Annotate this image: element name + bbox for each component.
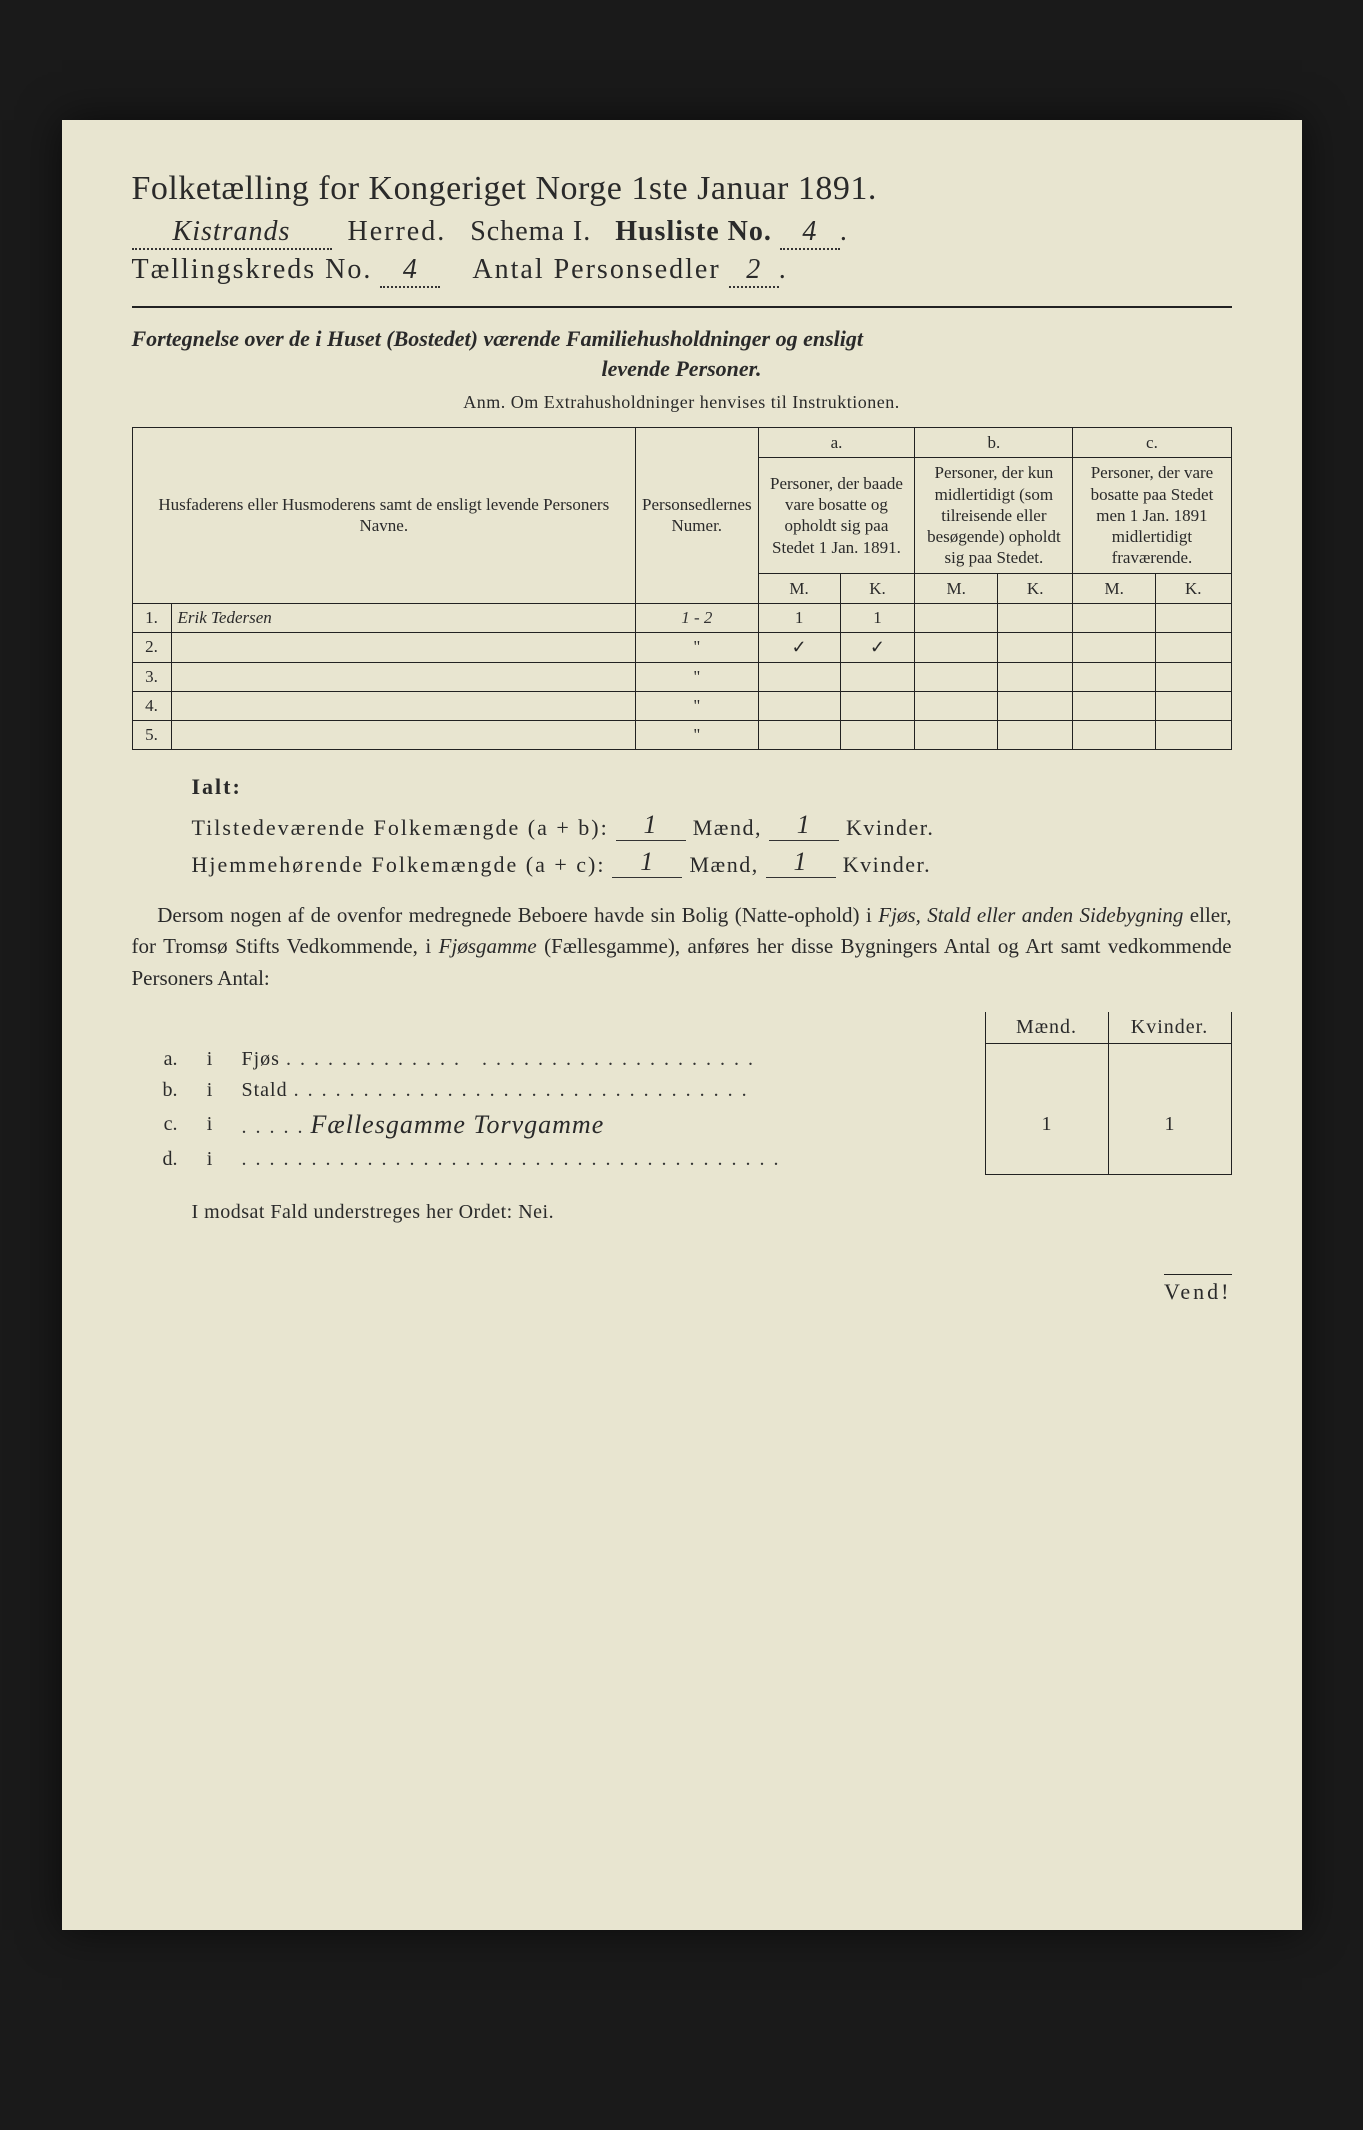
col-c-k: K.	[1156, 573, 1231, 603]
kreds-label: Tællingskreds No.	[132, 254, 373, 285]
sec-kvinder-header: Kvinder.	[1108, 1012, 1231, 1044]
header-block: Folketælling for Kongeriget Norge 1ste J…	[132, 170, 1232, 308]
table-row: 1. Erik Tedersen 1 - 2 1 1	[132, 603, 1231, 632]
ialt-label: Ialt:	[192, 774, 1232, 800]
ac-maend-value: 1	[612, 847, 682, 878]
anm-note: Anm. Om Extrahusholdninger henvises til …	[132, 392, 1232, 413]
col-b-label: b.	[915, 428, 1073, 458]
schema-label: Schema I.	[470, 216, 591, 247]
fortegnelse-line2: levende Personer.	[132, 356, 1232, 382]
col-c-m: M.	[1073, 573, 1156, 603]
ac-kvinder-value: 1	[766, 847, 836, 878]
ab-maend-value: 1	[616, 810, 686, 841]
col-c-label: c.	[1073, 428, 1231, 458]
col-a-desc: Personer, der baade vare bosatte og opho…	[758, 458, 915, 573]
sumline-ab: Tilstedeværende Folkemængde (a + b): 1 M…	[192, 810, 1232, 841]
col-b-m: M.	[915, 573, 998, 603]
sec-row: b. i Stald . . . . . . . . . . . . . . .…	[132, 1075, 1232, 1106]
col-name-header: Husfaderens eller Husmoderens samt de en…	[132, 428, 636, 604]
herred-value: Kistrands	[132, 216, 332, 250]
page-title: Folketælling for Kongeriget Norge 1ste J…	[132, 170, 1232, 208]
header-line-2: Kistrands Herred. Schema I. Husliste No.…	[132, 216, 1232, 250]
col-a-label: a.	[758, 428, 915, 458]
antal-label: Antal Personsedler	[472, 254, 720, 285]
secondary-table: Mænd. Kvinder. a. i Fjøs . . . . . . . .…	[132, 1012, 1232, 1175]
col-b-desc: Personer, der kun midlertidigt (som tilr…	[915, 458, 1073, 573]
ab-kvinder-value: 1	[769, 810, 839, 841]
table-row: 3. "	[132, 662, 1231, 691]
sec-row: a. i Fjøs . . . . . . . . . . . . . . . …	[132, 1044, 1232, 1075]
sec-row: d. i . . . . . . . . . . . . . . . . . .…	[132, 1144, 1232, 1175]
main-table-body: 1. Erik Tedersen 1 - 2 1 1 2. " ✓ ✓	[132, 603, 1231, 749]
fortegnelse-line1: Fortegnelse over de i Huset (Bostedet) v…	[132, 326, 1232, 352]
sec-row: c. i . . . . . Fællesgamme Torvgamme 1 1	[132, 1106, 1232, 1144]
herred-label: Herred.	[348, 216, 447, 247]
husliste-value: 4	[780, 216, 840, 250]
sumline-ac: Hjemmehørende Folkemængde (a + c): 1 Mæn…	[192, 847, 1232, 878]
col-b-k: K.	[998, 573, 1073, 603]
dersom-paragraph: Dersom nogen af de ovenfor medregnede Be…	[132, 900, 1232, 995]
table-row: 2. " ✓ ✓	[132, 632, 1231, 662]
kreds-value: 4	[380, 254, 440, 288]
table-row: 5. "	[132, 720, 1231, 749]
ialt-block: Ialt: Tilstedeværende Folkemængde (a + b…	[192, 774, 1232, 878]
col-a-m: M.	[758, 573, 840, 603]
col-a-k: K.	[840, 573, 915, 603]
main-table: Husfaderens eller Husmoderens samt de en…	[132, 427, 1232, 750]
antal-value: 2	[729, 254, 779, 288]
nei-line: I modsat Fald understreges her Ordet: Ne…	[192, 1201, 1232, 1224]
vend-label: Vend!	[1164, 1274, 1232, 1305]
census-form-page: Folketælling for Kongeriget Norge 1ste J…	[62, 120, 1302, 1930]
col-c-desc: Personer, der vare bosatte paa Stedet me…	[1073, 458, 1231, 573]
husliste-label: Husliste No.	[615, 216, 772, 247]
col-num-header: Personsedlernes Numer.	[636, 428, 759, 604]
header-line-3: Tællingskreds No. 4 Antal Personsedler 2…	[132, 254, 1232, 288]
table-row: 4. "	[132, 691, 1231, 720]
sec-maend-header: Mænd.	[985, 1012, 1108, 1044]
